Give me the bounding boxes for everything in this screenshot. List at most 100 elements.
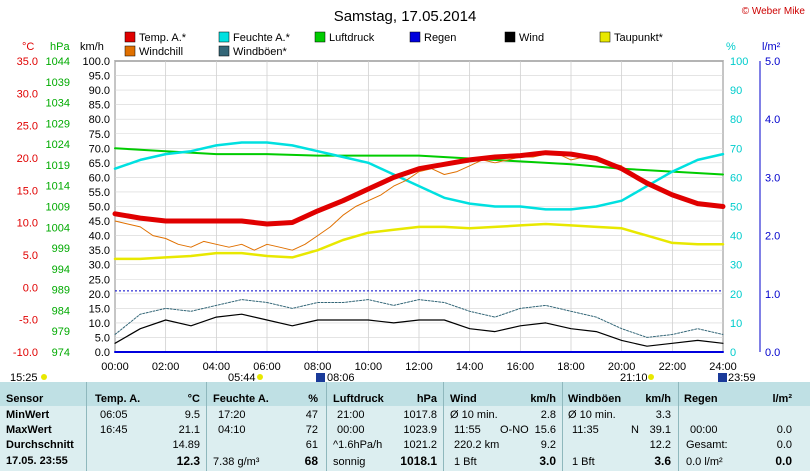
tick-pressure: 1004 bbox=[46, 222, 70, 234]
tick-wind: 20.0 bbox=[89, 289, 110, 301]
time-sunset: 21:10 bbox=[620, 372, 648, 382]
tick-x: 16:00 bbox=[507, 361, 535, 373]
tick-humidity: 10 bbox=[730, 318, 742, 330]
legend-swatch bbox=[218, 31, 230, 43]
tick-pressure: 989 bbox=[52, 285, 70, 297]
tick-temp: -10.0 bbox=[13, 347, 38, 359]
tick-pressure: 1009 bbox=[46, 202, 70, 214]
tick-temp: 10.0 bbox=[17, 218, 38, 230]
wind-max-time: 11:55 bbox=[454, 424, 481, 436]
legend-label: Temp. A.* bbox=[139, 32, 187, 44]
wind-max: 15.6 bbox=[534, 424, 556, 436]
tick-wind: 65.0 bbox=[89, 158, 110, 170]
tick-pressure: 1024 bbox=[46, 139, 70, 151]
tick-humidity: 80 bbox=[730, 114, 742, 126]
sun-dot bbox=[257, 374, 263, 380]
wind-avg: 9.2 bbox=[540, 439, 556, 451]
row-label-min: MinWert bbox=[6, 409, 50, 421]
tick-pressure: 984 bbox=[52, 305, 70, 317]
tick-temp: 30.0 bbox=[17, 88, 38, 100]
gusts-avg10-label: Ø 10 min. bbox=[568, 409, 616, 421]
tick-x: 14:00 bbox=[456, 361, 484, 373]
gusts-unit: km/h bbox=[645, 393, 671, 405]
tick-pressure: 1039 bbox=[46, 77, 70, 89]
temp-unit: °C bbox=[187, 393, 200, 405]
tick-rain: 2.0 bbox=[765, 231, 780, 243]
tick-x: 02:00 bbox=[152, 361, 180, 373]
wind-unit: km/h bbox=[530, 393, 556, 405]
pressure-max: 1023.9 bbox=[403, 424, 437, 436]
gusts-max-time: 11:35 bbox=[572, 424, 599, 436]
table-header-band bbox=[0, 382, 810, 406]
time-sunrise2: 08:06 bbox=[327, 372, 355, 382]
row-label-sensor: Sensor bbox=[6, 393, 44, 405]
tick-pressure: 979 bbox=[52, 326, 70, 338]
tick-x: 22:00 bbox=[659, 361, 687, 373]
tick-wind: 5.0 bbox=[95, 332, 110, 344]
tick-x: 00:00 bbox=[101, 361, 129, 373]
tick-x: 12:00 bbox=[405, 361, 433, 373]
tick-wind: 15.0 bbox=[89, 303, 110, 315]
tick-wind: 90.0 bbox=[89, 85, 110, 97]
wind-bft: 1 Bft bbox=[454, 456, 477, 468]
tick-wind: 45.0 bbox=[89, 216, 110, 228]
legend-label: Windchill bbox=[139, 46, 183, 58]
rain-time: 00:00 bbox=[690, 424, 718, 436]
tick-wind: 25.0 bbox=[89, 274, 110, 286]
tick-rain: 1.0 bbox=[765, 289, 780, 301]
chart-title: Samstag, 17.05.2014 bbox=[334, 8, 477, 25]
sunrise2-marker bbox=[316, 373, 325, 382]
gusts-current: 3.6 bbox=[654, 454, 671, 468]
axis-unit-pressure: hPa bbox=[50, 41, 70, 53]
temp-min: 9.5 bbox=[184, 409, 200, 421]
tick-wind: 55.0 bbox=[89, 187, 110, 199]
sunset-marker bbox=[718, 373, 727, 382]
pressure-forecast: sonnig bbox=[333, 456, 366, 468]
tick-rain: 0.0 bbox=[765, 347, 780, 359]
tick-wind: 60.0 bbox=[89, 172, 110, 184]
legend-swatch bbox=[409, 31, 421, 43]
series-line bbox=[113, 141, 725, 211]
series-line bbox=[114, 313, 724, 347]
humidity-max: 72 bbox=[305, 424, 318, 436]
series-line bbox=[114, 299, 724, 338]
col-divider bbox=[678, 382, 679, 471]
axis-unit-wind: km/h bbox=[80, 41, 104, 53]
humidity-abs: 7.38 g/m³ bbox=[213, 456, 260, 468]
tick-wind: 10.0 bbox=[89, 318, 110, 330]
tick-temp: 15.0 bbox=[17, 185, 38, 197]
tick-pressure: 1044 bbox=[46, 56, 70, 68]
legend-label: Windböen* bbox=[233, 46, 288, 58]
temp-current: 12.3 bbox=[176, 454, 200, 468]
gusts-avg: 12.2 bbox=[649, 439, 671, 451]
humidity-unit: % bbox=[308, 393, 318, 405]
tick-rain: 5.0 bbox=[765, 56, 780, 68]
gusts-max: 39.1 bbox=[649, 424, 671, 436]
wind-header: Wind bbox=[450, 393, 477, 405]
wind-max-dir: O-NO bbox=[500, 424, 529, 436]
sun-dot bbox=[648, 374, 654, 380]
legend-swatch bbox=[124, 31, 136, 43]
col-divider bbox=[86, 382, 87, 471]
tick-pressure: 994 bbox=[52, 264, 70, 276]
temp-max: 21.1 bbox=[178, 424, 200, 436]
tick-x: 20:00 bbox=[608, 361, 636, 373]
humidity-header: Feuchte A. bbox=[213, 393, 269, 405]
tick-temp: 5.0 bbox=[23, 250, 38, 262]
tick-humidity: 40 bbox=[730, 231, 742, 243]
gusts-header: Windböen bbox=[568, 393, 622, 405]
pressure-trend: ^1.6hPa/h bbox=[333, 439, 383, 451]
row-label-current: 17.05. 23:55 bbox=[6, 455, 68, 467]
pressure-min-time: 21:00 bbox=[337, 409, 365, 421]
tick-wind: 40.0 bbox=[89, 231, 110, 243]
tick-wind: 70.0 bbox=[89, 143, 110, 155]
tick-pressure: 1029 bbox=[46, 118, 70, 130]
humidity-avg: 61 bbox=[305, 439, 318, 451]
series-line bbox=[113, 222, 725, 261]
tick-humidity: 90 bbox=[730, 85, 742, 97]
rain-total-label: Gesamt: bbox=[686, 439, 728, 451]
legend-swatch bbox=[218, 45, 230, 57]
tick-wind: 50.0 bbox=[89, 202, 110, 214]
col-divider bbox=[443, 382, 444, 471]
row-label-max: MaxWert bbox=[6, 424, 52, 436]
